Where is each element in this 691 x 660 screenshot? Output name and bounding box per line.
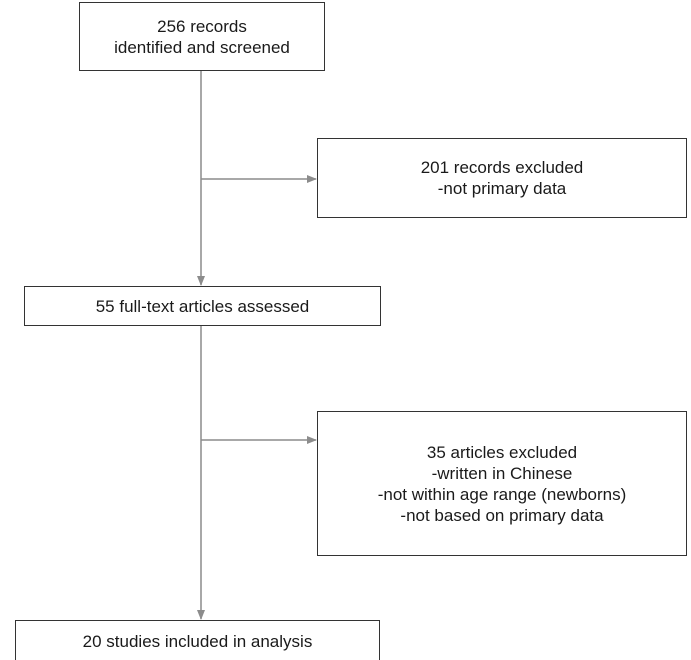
articles-assessed-box: 55 full-text articles assessed [24,286,381,326]
studies-included-label: 20 studies included in analysis [82,632,313,651]
articles-excluded-reason-data: -not based on primary data [400,505,604,525]
articles-excluded-reason-language: -written in Chinese [431,463,573,483]
studies-included-box: 20 studies included in analysis [15,620,380,660]
records-identified-count: 256 records [157,16,247,36]
records-identified-label: identified and screened [114,37,290,57]
articles-excluded-count: 35 articles excluded [426,442,578,462]
articles-excluded-box: 35 articles excluded -written in Chinese… [317,411,687,556]
records-excluded-box: 201 records excluded -not primary data [317,138,687,218]
articles-assessed-label: 55 full-text articles assessed [95,296,310,316]
records-excluded-count: 201 records excluded [420,158,584,177]
records-identified-box: 256 records identified and screened [79,2,325,71]
articles-excluded-reason-age: -not within age range (newborns) [377,484,627,504]
records-excluded-reason: -not primary data [437,179,567,198]
